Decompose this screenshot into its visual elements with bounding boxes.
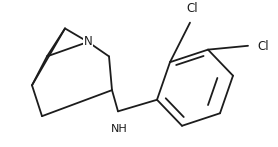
Text: NH: NH [111,124,127,134]
Text: N: N [84,35,92,48]
Text: Cl: Cl [186,2,198,15]
Text: Cl: Cl [257,40,269,53]
